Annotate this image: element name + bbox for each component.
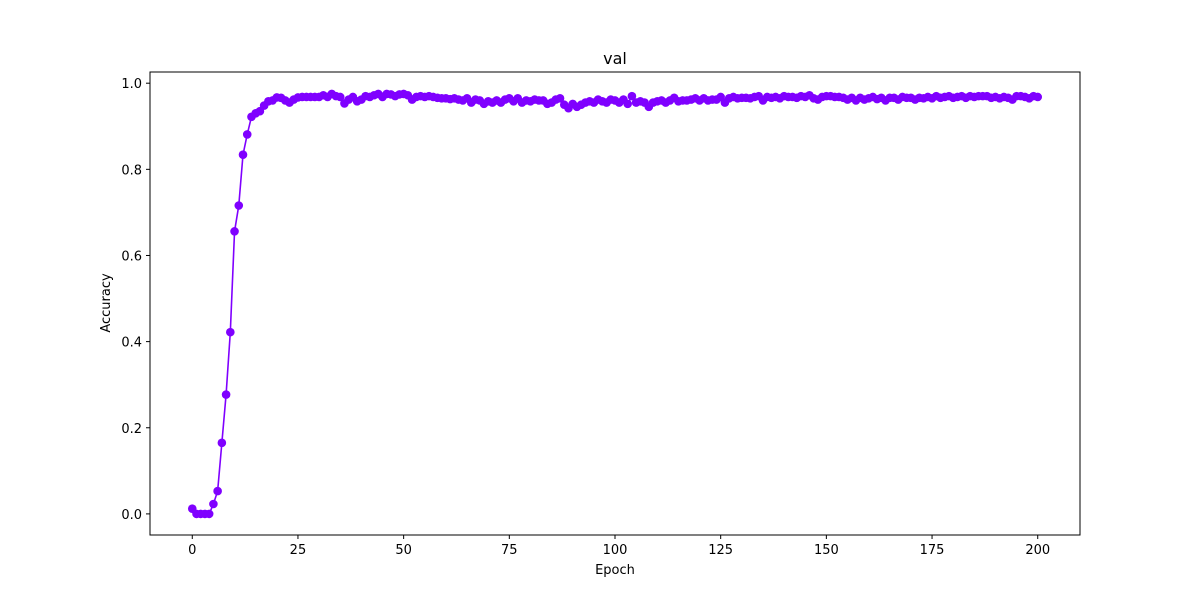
marker	[213, 486, 222, 496]
y-tick-label: 0.6	[121, 249, 142, 264]
x-tick-label: 50	[395, 543, 412, 558]
x-tick-label: 100	[603, 543, 628, 558]
marker	[627, 91, 637, 101]
marker	[226, 327, 235, 337]
y-tick-label: 0.4	[121, 336, 142, 351]
x-tick-label: 75	[501, 543, 518, 558]
marker	[230, 227, 239, 236]
plot-frame	[149, 71, 1081, 536]
y-tick-label: 0.0	[121, 508, 142, 523]
chart-title: val	[603, 49, 627, 68]
y-tick-label: 0.8	[121, 163, 142, 178]
line	[191, 93, 1038, 515]
x-tick-label: 175	[920, 543, 945, 558]
x-tick-label: 25	[290, 543, 307, 558]
marker	[623, 99, 632, 109]
marker	[555, 93, 565, 103]
marker	[242, 130, 252, 139]
x-axis-label: Epoch	[595, 563, 635, 578]
x-tick-label: 150	[814, 543, 839, 558]
x-tick-label: 0	[188, 543, 196, 558]
y-tick-label: 1.0	[121, 77, 142, 92]
marker	[1033, 92, 1043, 102]
x-tick-label: 125	[708, 543, 733, 558]
x-tick-label: 200	[1025, 543, 1050, 558]
marker	[335, 92, 345, 102]
marker	[209, 499, 218, 509]
marker	[221, 390, 231, 399]
marker	[204, 509, 214, 519]
marker	[217, 438, 227, 448]
marker	[234, 201, 244, 210]
marker	[238, 150, 248, 159]
y-axis-label: Accuracy	[99, 273, 114, 333]
y-tick-label: 0.2	[121, 422, 142, 437]
